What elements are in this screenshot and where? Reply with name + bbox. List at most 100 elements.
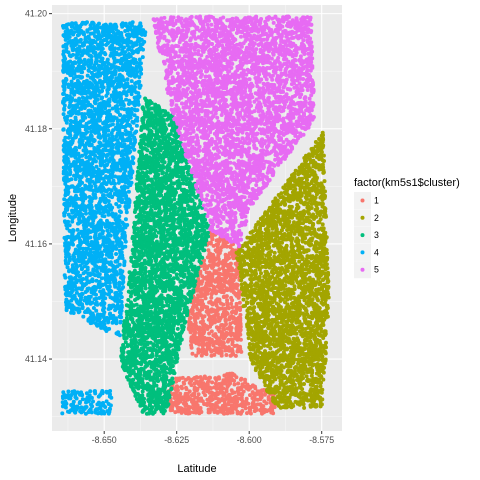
- data-point: [298, 232, 303, 237]
- data-point: [284, 237, 288, 242]
- data-point: [301, 276, 306, 281]
- data-point: [317, 245, 322, 250]
- data-point: [313, 140, 318, 144]
- data-point: [220, 403, 225, 408]
- data-point: [224, 271, 229, 275]
- data-point: [279, 228, 284, 233]
- data-point: [295, 314, 300, 319]
- data-point: [230, 410, 235, 415]
- data-point: [195, 375, 200, 380]
- data-point: [252, 309, 256, 314]
- data-point: [302, 382, 306, 386]
- data-point: [256, 349, 261, 353]
- data-point: [245, 269, 250, 274]
- data-point: [260, 411, 264, 416]
- data-point: [254, 406, 259, 411]
- data-point: [224, 322, 228, 327]
- data-point: [320, 190, 325, 195]
- data-point: [230, 371, 235, 376]
- data-point: [251, 342, 255, 347]
- data-point: [195, 395, 200, 400]
- data-point: [265, 316, 270, 321]
- data-point: [236, 347, 241, 352]
- data-point: [233, 394, 238, 399]
- data-point: [212, 269, 217, 274]
- data-point: [211, 343, 216, 348]
- data-point: [235, 330, 240, 335]
- data-point: [311, 332, 316, 337]
- data-point: [266, 383, 271, 388]
- data-point: [273, 398, 277, 403]
- data-point: [310, 382, 315, 387]
- data-point: [222, 309, 227, 314]
- data-point: [231, 320, 236, 325]
- data-point: [217, 280, 222, 285]
- data-point: [278, 353, 283, 358]
- data-point: [238, 255, 243, 260]
- data-point: [198, 384, 203, 389]
- data-point: [261, 388, 266, 392]
- data-point: [205, 386, 210, 391]
- data-point: [180, 395, 185, 400]
- data-point: [312, 227, 317, 232]
- data-point: [313, 243, 318, 248]
- data-point: [211, 340, 216, 345]
- data-point: [230, 287, 235, 292]
- series-2-points: [234, 130, 331, 410]
- data-point: [271, 215, 276, 220]
- data-point: [261, 374, 266, 379]
- data-point: [257, 267, 262, 272]
- data-point: [248, 347, 253, 352]
- data-point: [249, 306, 254, 311]
- data-point: [261, 223, 266, 227]
- data-point: [262, 392, 267, 397]
- data-point: [304, 308, 308, 313]
- data-point: [236, 319, 241, 324]
- data-point: [310, 168, 315, 173]
- data-point: [234, 403, 239, 408]
- data-point: [210, 291, 215, 296]
- data-point: [279, 399, 284, 404]
- data-point: [257, 292, 262, 297]
- data-point: [191, 327, 196, 332]
- data-point: [285, 228, 290, 232]
- data-point: [240, 409, 245, 413]
- data-point: [287, 204, 292, 209]
- data-point: [229, 301, 234, 306]
- data-point: [236, 295, 241, 300]
- data-point: [205, 305, 210, 310]
- data-point: [179, 409, 184, 414]
- data-point: [297, 183, 302, 188]
- data-point: [322, 213, 327, 218]
- data-point: [198, 398, 203, 403]
- data-point: [253, 270, 258, 275]
- data-point: [272, 222, 277, 226]
- data-point: [236, 391, 241, 396]
- data-point: [205, 266, 210, 270]
- data-point: [264, 262, 269, 267]
- data-point: [319, 182, 324, 187]
- data-point: [290, 316, 295, 320]
- data-point: [309, 198, 313, 203]
- data-point: [278, 356, 283, 361]
- data-point: [211, 264, 215, 269]
- data-point: [278, 272, 283, 277]
- data-point: [191, 303, 196, 308]
- data-point: [311, 403, 316, 408]
- data-point: [317, 167, 322, 172]
- data-point: [208, 240, 213, 245]
- data-point: [326, 270, 330, 275]
- data-point: [320, 248, 325, 253]
- data-point: [210, 380, 215, 385]
- data-point: [321, 291, 326, 296]
- data-point: [217, 267, 222, 272]
- data-point: [213, 279, 218, 284]
- data-point: [200, 298, 205, 303]
- data-point: [268, 362, 273, 367]
- data-point: [257, 222, 262, 227]
- data-point: [202, 387, 207, 391]
- data-point: [319, 150, 324, 155]
- data-point: [293, 393, 298, 397]
- data-point: [236, 381, 241, 386]
- data-point: [296, 205, 301, 210]
